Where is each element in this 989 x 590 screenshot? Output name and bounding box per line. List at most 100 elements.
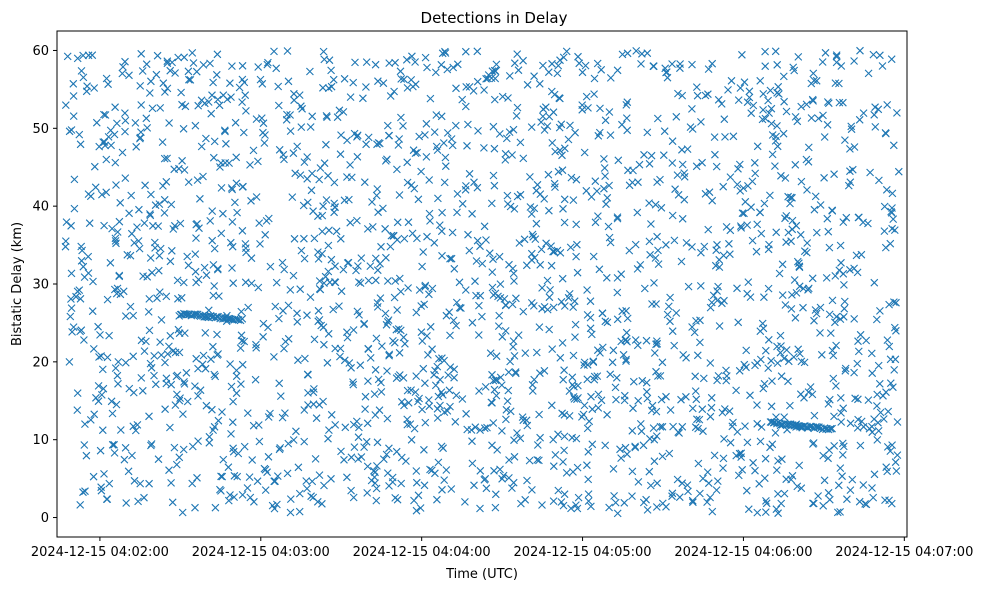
data-point <box>481 474 490 483</box>
data-point <box>297 246 306 255</box>
data-point <box>191 503 199 512</box>
data-point <box>736 84 745 92</box>
data-point <box>346 161 354 169</box>
data-point <box>559 458 567 466</box>
data-point <box>850 368 858 377</box>
data-point <box>874 427 883 435</box>
data-point <box>99 384 108 393</box>
data-point <box>383 414 392 423</box>
data-point <box>407 435 416 444</box>
data-point <box>397 479 406 488</box>
data-point <box>346 93 355 101</box>
data-point <box>274 101 283 110</box>
data-point <box>362 140 370 149</box>
data-point <box>426 465 434 474</box>
data-point <box>381 157 390 165</box>
data-point <box>311 455 320 463</box>
data-point <box>567 504 575 513</box>
data-point <box>278 258 287 267</box>
data-point <box>662 68 670 77</box>
data-point <box>127 229 136 238</box>
data-point <box>339 265 348 274</box>
data-point <box>596 104 604 113</box>
data-point <box>330 278 339 286</box>
data-point <box>643 128 652 137</box>
data-point <box>473 77 482 86</box>
data-point <box>656 422 665 431</box>
data-point <box>370 390 379 398</box>
data-point <box>302 477 311 485</box>
data-point <box>324 329 333 338</box>
data-point <box>796 349 804 358</box>
data-point <box>306 67 314 76</box>
data-point <box>872 315 881 324</box>
data-point <box>284 439 293 448</box>
data-point <box>377 388 386 396</box>
data-point <box>295 507 304 516</box>
data-point <box>761 62 770 71</box>
data-point <box>255 219 264 227</box>
data-point <box>463 425 472 434</box>
data-point <box>126 251 135 260</box>
data-point <box>581 61 590 70</box>
data-point <box>842 213 851 222</box>
data-point <box>300 406 309 414</box>
data-point <box>571 333 579 341</box>
data-point <box>726 173 735 181</box>
data-point <box>816 201 825 209</box>
data-point <box>791 160 800 169</box>
data-point <box>151 380 160 389</box>
data-point <box>502 134 511 143</box>
data-point <box>104 133 113 141</box>
data-point <box>757 229 766 238</box>
data-point <box>211 503 220 512</box>
data-point <box>284 77 293 86</box>
data-point <box>118 148 127 157</box>
data-point <box>415 394 423 403</box>
y-tick-label: 20 <box>32 355 49 370</box>
data-point <box>417 167 425 176</box>
data-point <box>488 398 496 407</box>
data-point <box>239 128 248 137</box>
data-point <box>303 484 311 493</box>
data-point <box>588 440 597 449</box>
data-point <box>270 47 278 56</box>
data-point <box>804 388 813 396</box>
data-point <box>193 176 202 184</box>
data-point <box>722 366 730 375</box>
data-point <box>134 497 142 506</box>
data-point <box>584 490 593 498</box>
data-point <box>174 294 182 303</box>
data-point <box>420 445 428 454</box>
data-point <box>191 267 200 276</box>
data-point <box>571 128 579 137</box>
data-point <box>560 446 568 455</box>
data-point <box>790 66 799 75</box>
data-point <box>836 394 845 402</box>
data-point <box>666 293 674 302</box>
data-point <box>212 70 221 79</box>
data-point <box>489 291 498 299</box>
data-point <box>129 311 138 320</box>
data-point <box>272 64 281 73</box>
data-point <box>417 328 426 337</box>
data-point <box>106 126 115 135</box>
data-point <box>689 498 697 507</box>
data-point <box>249 146 258 155</box>
data-point <box>810 76 818 85</box>
data-point <box>490 385 499 394</box>
data-point <box>602 200 610 209</box>
data-point <box>571 320 580 329</box>
y-tick-label: 60 <box>32 44 49 59</box>
data-point <box>238 491 247 499</box>
data-point <box>144 308 153 316</box>
data-point <box>464 120 472 129</box>
data-point <box>300 234 308 243</box>
data-point <box>291 169 300 178</box>
data-point <box>569 351 578 360</box>
data-point <box>722 223 731 231</box>
data-point <box>252 193 261 201</box>
data-point <box>506 407 515 416</box>
data-point <box>404 398 413 407</box>
data-point <box>303 153 312 161</box>
